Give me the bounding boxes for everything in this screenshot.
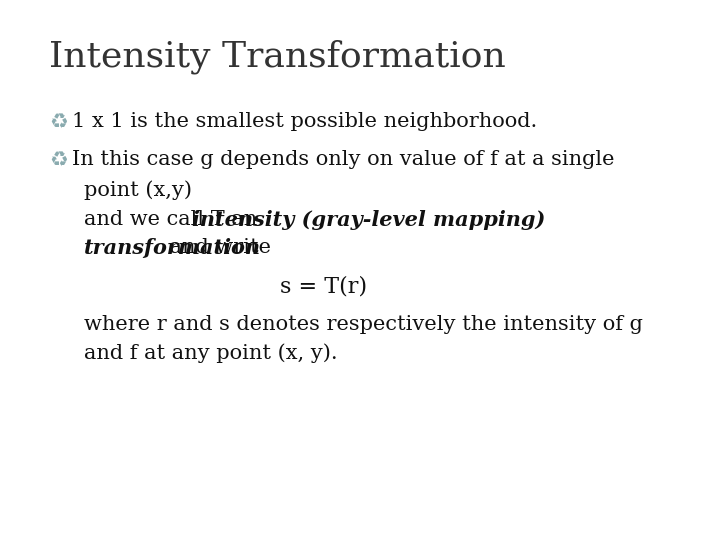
Text: ♻: ♻ (50, 150, 68, 170)
Text: Intensity Transformation: Intensity Transformation (50, 40, 506, 75)
Text: where r and s denotes respectively the intensity of g: where r and s denotes respectively the i… (84, 315, 642, 334)
Text: point (x,y): point (x,y) (84, 180, 192, 200)
Text: s = T(r): s = T(r) (280, 275, 367, 297)
Text: intensity (gray-level mapping): intensity (gray-level mapping) (192, 210, 546, 230)
Text: ♻: ♻ (50, 112, 68, 132)
Text: In this case g depends only on value of f at a single: In this case g depends only on value of … (72, 150, 614, 169)
Text: and f at any point (x, y).: and f at any point (x, y). (84, 343, 337, 363)
Text: and write: and write (163, 238, 271, 257)
Text: and we call T an: and we call T an (84, 210, 264, 229)
Text: transformation: transformation (84, 238, 261, 258)
Text: 1 x 1 is the smallest possible neighborhood.: 1 x 1 is the smallest possible neighborh… (72, 112, 537, 131)
